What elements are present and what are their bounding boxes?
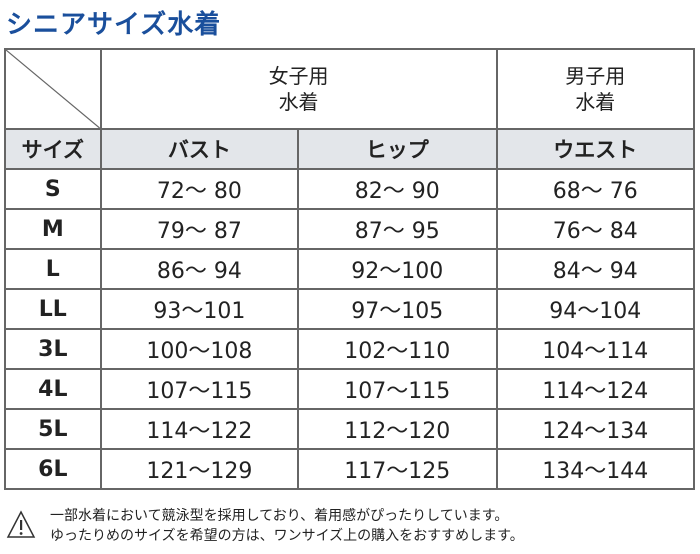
bust-header: バスト (99, 128, 300, 170)
waist-cell: 124～134 (495, 408, 696, 450)
size-cell: 3L (4, 328, 102, 370)
size-cell: 6L (4, 448, 102, 490)
waist-cell: 104～114 (495, 328, 696, 370)
waist-cell: 68～ 76 (495, 168, 696, 210)
size-cell: L (4, 248, 102, 290)
hip-cell: 82～ 90 (297, 168, 498, 210)
table-row: 5L 114～122 112～120 124～134 (4, 408, 696, 450)
hip-cell: 112～120 (297, 408, 498, 450)
hip-cell: 107～115 (297, 368, 498, 410)
hip-cell: 102～110 (297, 328, 498, 370)
table-row: LL 93～101 97～105 94～104 (4, 288, 696, 330)
hip-cell: 87～ 95 (297, 208, 498, 250)
table-row: M 79～ 87 87～ 95 76～ 84 (4, 208, 696, 250)
table-row: 4L 107～115 107～115 114～124 (4, 368, 696, 410)
waist-cell: 114～124 (495, 368, 696, 410)
size-table: 女子用 水着 男子用 水着 サイズ バスト ヒップ ウエスト S 72～ 80 82～ … (4, 48, 696, 490)
size-cell: LL (4, 288, 102, 330)
women-header: 女子用 水着 (99, 48, 498, 130)
bust-cell: 93～101 (99, 288, 300, 330)
bust-cell: 86～ 94 (99, 248, 300, 290)
bust-cell: 114～122 (99, 408, 300, 450)
hip-cell: 117～125 (297, 448, 498, 490)
diagonal-line (6, 50, 100, 128)
hip-header: ヒップ (297, 128, 498, 170)
table-row: 6L 121～129 117～125 134～144 (4, 448, 696, 490)
bust-cell: 72～ 80 (99, 168, 300, 210)
warning-icon (6, 510, 36, 538)
table-row: 3L 100～108 102～110 104～114 (4, 328, 696, 370)
note-text: 一部水着において競泳型を採用しており、着用感がぴったりしています。 ゆったりめの… (50, 508, 524, 544)
size-cell: 5L (4, 408, 102, 450)
waist-cell: 94～104 (495, 288, 696, 330)
bust-cell: 121～129 (99, 448, 300, 490)
waist-cell: 134～144 (495, 448, 696, 490)
size-cell: 4L (4, 368, 102, 410)
size-cell: S (4, 168, 102, 210)
bust-cell: 107～115 (99, 368, 300, 410)
hip-cell: 97～105 (297, 288, 498, 330)
size-header: サイズ (4, 128, 102, 170)
table-row: L 86～ 94 92～100 84～ 94 (4, 248, 696, 290)
table-row: S 72～ 80 82～ 90 68～ 76 (4, 168, 696, 210)
bust-cell: 100～108 (99, 328, 300, 370)
bust-cell: 79～ 87 (99, 208, 300, 250)
page-title: シニアサイズ水着 (6, 10, 222, 40)
corner-cell (4, 48, 102, 130)
size-cell: M (4, 208, 102, 250)
waist-cell: 76～ 84 (495, 208, 696, 250)
waist-cell: 84～ 94 (495, 248, 696, 290)
men-header: 男子用 水着 (495, 48, 696, 130)
waist-header: ウエスト (495, 128, 696, 170)
hip-cell: 92～100 (297, 248, 498, 290)
